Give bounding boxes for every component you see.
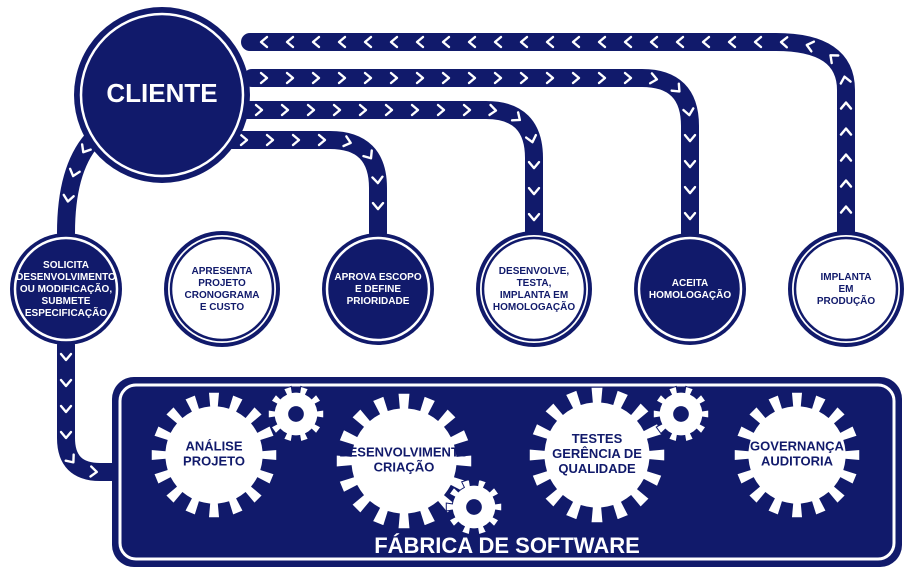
diagram-stage: FÁBRICA DE SOFTWARE ANÁLISEPROJETO DESENVO… <box>0 0 910 572</box>
flow-pipe-cliente-s1 <box>66 140 92 233</box>
gear-label-g1: ANÁLISEPROJETO <box>183 439 245 469</box>
flow-diagram-svg: FÁBRICA DE SOFTWARE ANÁLISEPROJETO DESENVO… <box>0 0 910 572</box>
gear-hub-g2 <box>288 406 304 422</box>
gear-label-g7: GOVERNANÇAAUDITORIA <box>750 439 845 469</box>
flow-pipe-s1-factory <box>66 345 112 472</box>
flow-pipe-cliente-s4 <box>247 110 534 233</box>
gear-hub-g6 <box>673 406 689 422</box>
factory-title: FÁBRICA DE SOFTWARE <box>374 533 640 558</box>
gear-hub-g4 <box>466 499 482 515</box>
cliente-label: CLIENTE <box>106 78 217 108</box>
flow-pipe-cliente-s3 <box>232 140 378 233</box>
step-label-s4: DESENVOLVE,TESTA,IMPLANTA EMHOMOLOGAÇÃO <box>493 266 575 313</box>
